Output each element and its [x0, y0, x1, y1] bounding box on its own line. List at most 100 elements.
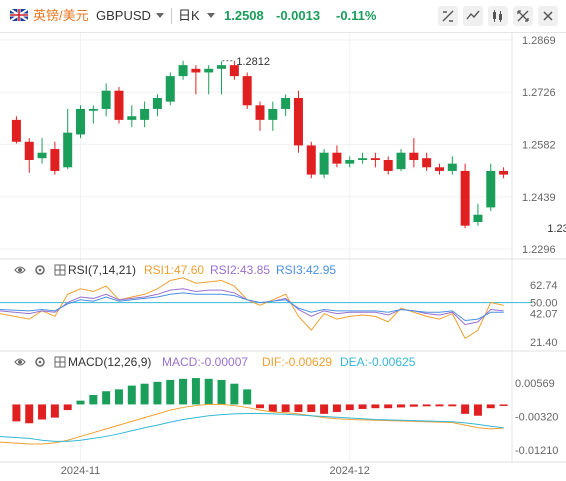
candle-body [409, 152, 419, 161]
candle-body [101, 90, 111, 109]
macd-histogram-bar [397, 404, 406, 408]
chart-header: 英镑/美元 GBPUSD 日K 1.2508 -0.0013 -0.11% [0, 0, 566, 33]
rsi-axis-label: 21.40 [530, 337, 558, 349]
candle-body [486, 170, 496, 208]
symbol-code[interactable]: GBPUSD [96, 8, 151, 23]
macd-histogram-bar [25, 404, 34, 424]
chevron-down-icon[interactable] [156, 13, 164, 19]
candle-body [332, 152, 342, 164]
macd-histogram-bar [38, 404, 47, 420]
macd-header: MACD(12,26,9) MACD:-0.00007 DIF:-0.00629… [0, 353, 566, 371]
macd-axis-label: 0.00569 [515, 378, 555, 390]
high-label: 1.2812 [236, 56, 270, 68]
macd-histogram-bar [140, 383, 149, 405]
macd-histogram-bar [256, 404, 264, 409]
candle-body [306, 145, 316, 175]
macd-histogram-bar [127, 385, 136, 405]
candle-body [255, 105, 265, 120]
macd-histogram-bar [243, 389, 252, 405]
macd-histogram-bar [63, 404, 72, 411]
price-change-percent: -0.11% [336, 8, 377, 23]
candle-body [127, 116, 137, 120]
draw-line-button[interactable] [438, 6, 458, 26]
candle-body [383, 160, 393, 171]
macd-histogram-bar [435, 404, 444, 407]
dif-value: DIF:-0.00629 [262, 355, 333, 369]
indicator-grid-icon[interactable] [54, 264, 66, 276]
rsi-line-2 [0, 288, 504, 326]
macd-histogram-bar [345, 404, 354, 411]
dif-line [0, 403, 504, 445]
macd-eye-icon[interactable] [14, 356, 26, 368]
close-button[interactable] [538, 6, 558, 26]
rsi-name: RSI(7,14,21) [68, 263, 137, 277]
candle-body [268, 108, 278, 120]
header-divider [171, 8, 172, 24]
macd-histogram-bar [473, 404, 482, 416]
macd-histogram-bar [217, 379, 226, 405]
eye-icon[interactable] [14, 264, 26, 276]
macd-histogram-bar [230, 383, 239, 405]
rsi-axis-label: 50.00 [530, 298, 558, 310]
candle-body [191, 68, 201, 73]
macd-axis-label: -0.01210 [515, 445, 558, 457]
rsi-header: RSI(7,14,21) RSI1:47.60 RSI2:43.85 RSI3:… [0, 261, 566, 279]
candle-body [293, 97, 303, 146]
price-change: -0.0013 [276, 8, 321, 23]
candle-body [434, 167, 444, 171]
rsi-axis-label: 62.74 [530, 280, 558, 292]
candle-body [281, 97, 291, 109]
candle-body [422, 158, 432, 168]
low-label: 1.2353 [547, 223, 566, 235]
candle-body [358, 158, 368, 161]
indicator-button[interactable] [463, 6, 483, 26]
candle-body [319, 152, 329, 175]
candle-body [50, 149, 60, 171]
macd-histogram-bar [448, 404, 457, 407]
symbol-cn[interactable]: 英镑/美元 [33, 8, 89, 23]
macd-histogram-bar [332, 404, 341, 412]
macd-histogram-bar [179, 378, 188, 405]
macd-histogram-bar [12, 404, 21, 422]
time-axis-label: 2024-12 [330, 465, 370, 477]
candle-body [152, 97, 162, 109]
last-price: 1.2508 [224, 8, 264, 23]
fullscreen-button[interactable] [513, 6, 533, 26]
macd-histogram-bar [153, 381, 162, 405]
macd-grid-icon[interactable] [54, 356, 66, 368]
close-icon [543, 11, 553, 21]
macd-settings-icon[interactable] [34, 356, 46, 368]
candle-body [229, 65, 239, 77]
candle-body [88, 108, 98, 111]
macd-axis-label: -0.00320 [515, 411, 558, 423]
rsi2-value: RSI2:43.85 [210, 263, 271, 277]
draw-line-icon [442, 10, 454, 22]
candle-body [24, 141, 34, 161]
macd-histogram-bar [499, 404, 508, 406]
macd-histogram-bar [204, 378, 213, 405]
macd-histogram-bar [281, 404, 290, 412]
price-axis-label: 1.2869 [522, 35, 556, 47]
candle-body [217, 65, 227, 69]
candle-body [396, 152, 406, 170]
candle-body [114, 90, 124, 120]
period-chevron-icon[interactable] [207, 13, 215, 19]
dea-value: DEA:-0.00625 [340, 355, 416, 369]
rsi-line-1 [0, 277, 504, 340]
rsi3-value: RSI3:42.95 [276, 263, 337, 277]
macd-histogram-bar [166, 379, 175, 405]
rsi-axis-label: 42.07 [530, 309, 558, 321]
candle-body [460, 170, 470, 226]
candle-body [204, 68, 214, 73]
settings-icon[interactable] [34, 264, 46, 276]
period-selector[interactable]: 日K [178, 8, 200, 23]
macd-histogram-bar [358, 404, 367, 409]
candle-type-button[interactable] [488, 6, 508, 26]
candle-body [63, 132, 73, 168]
candle-body [76, 108, 86, 135]
candle-body [370, 158, 380, 161]
macd-histogram-bar [114, 389, 123, 405]
macd-histogram-bar [486, 404, 495, 409]
